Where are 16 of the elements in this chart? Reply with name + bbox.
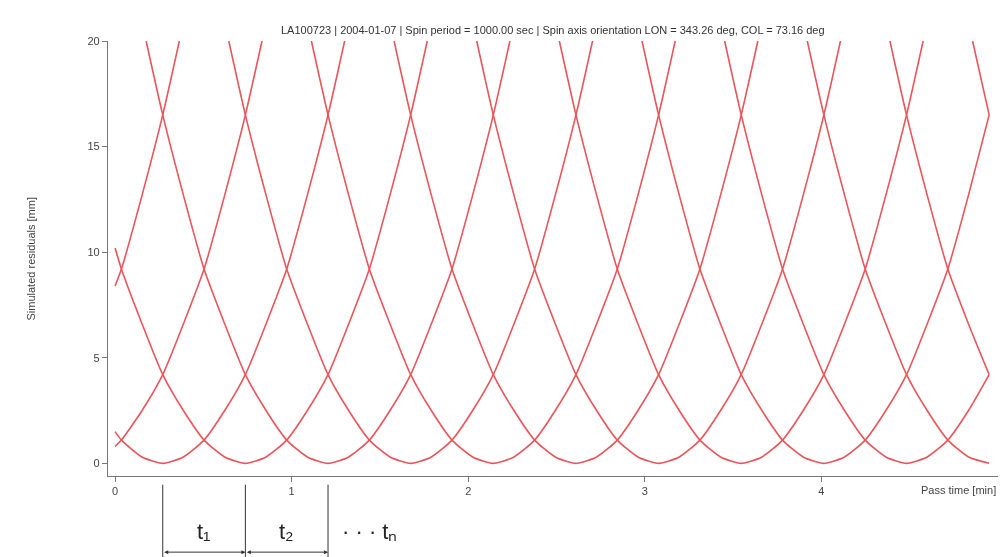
x-tick-label: 3 [641,485,648,498]
x-tick-label: 0 [112,485,119,498]
x-tick-label: 2 [465,485,472,498]
text: t₁ [197,519,211,544]
y-axis-title: Simulated residuals [mm] [24,197,37,321]
x-tick-label: 1 [288,485,295,498]
x-axis-title: Pass time [min] [921,484,997,496]
y-tick-label: 5 [93,351,100,364]
x-tick-label: 4 [818,485,825,498]
text: t₂ [279,519,294,544]
y-tick-label: 10 [87,246,100,259]
y-tick-label: 0 [93,457,100,470]
y-tick-label: 15 [87,140,100,153]
y-tick-label: 20 [87,34,100,47]
chart-title: LA100723 | 2004-01-07 | Spin period = 1000.00 sec | Spin axis orientation LON = 343.26 deg, COL = 73.16 deg [281,24,825,36]
text: · · · tₙ [342,519,398,544]
